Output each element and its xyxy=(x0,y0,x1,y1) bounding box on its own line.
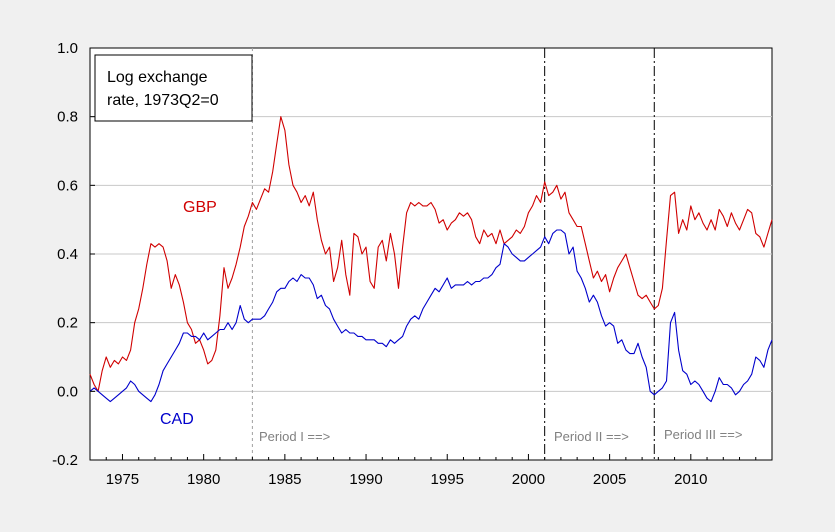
y-tick-label: 0.6 xyxy=(57,177,78,194)
cad-line xyxy=(89,229,773,403)
gbp-series-label: GBP xyxy=(183,199,217,216)
y-tick-label: 0.4 xyxy=(57,246,78,263)
y-tick-label: 0.8 xyxy=(57,109,78,126)
y-tick-label: 0.0 xyxy=(57,383,78,400)
x-tick-label: 1995 xyxy=(431,471,464,488)
x-tick-label: 1985 xyxy=(268,471,301,488)
x-tick-label: 1990 xyxy=(349,471,382,488)
x-axis: 1975 1980 1985 1990 1995 2000 2005 2010 xyxy=(89,454,773,488)
period-3-label: Period III ==> xyxy=(664,427,742,442)
x-tick-label: 2010 xyxy=(674,471,707,488)
x-tick-label: 2000 xyxy=(512,471,545,488)
title-box-line-1: Log exchange xyxy=(107,69,208,86)
x-tick-label: 1980 xyxy=(187,471,220,488)
period-1-label: Period I ==> xyxy=(259,429,330,444)
title-box-line-2: rate, 1973Q2=0 xyxy=(107,92,219,109)
y-tick-label: -0.2 xyxy=(52,452,78,469)
y-axis: -0.2 0.0 0.2 0.4 0.6 0.8 1.0 xyxy=(52,40,95,469)
x-tick-label: 2005 xyxy=(593,471,626,488)
y-tick-label: 1.0 xyxy=(57,40,78,57)
title-box: Log exchange rate, 1973Q2=0 xyxy=(94,54,253,122)
series-lines xyxy=(89,116,773,403)
cad-series-label: CAD xyxy=(160,411,194,428)
x-tick-label: 1975 xyxy=(106,471,139,488)
period-2-label: Period II ==> xyxy=(554,429,629,444)
gbp-line xyxy=(89,116,773,392)
y-tick-label: 0.2 xyxy=(57,315,78,332)
